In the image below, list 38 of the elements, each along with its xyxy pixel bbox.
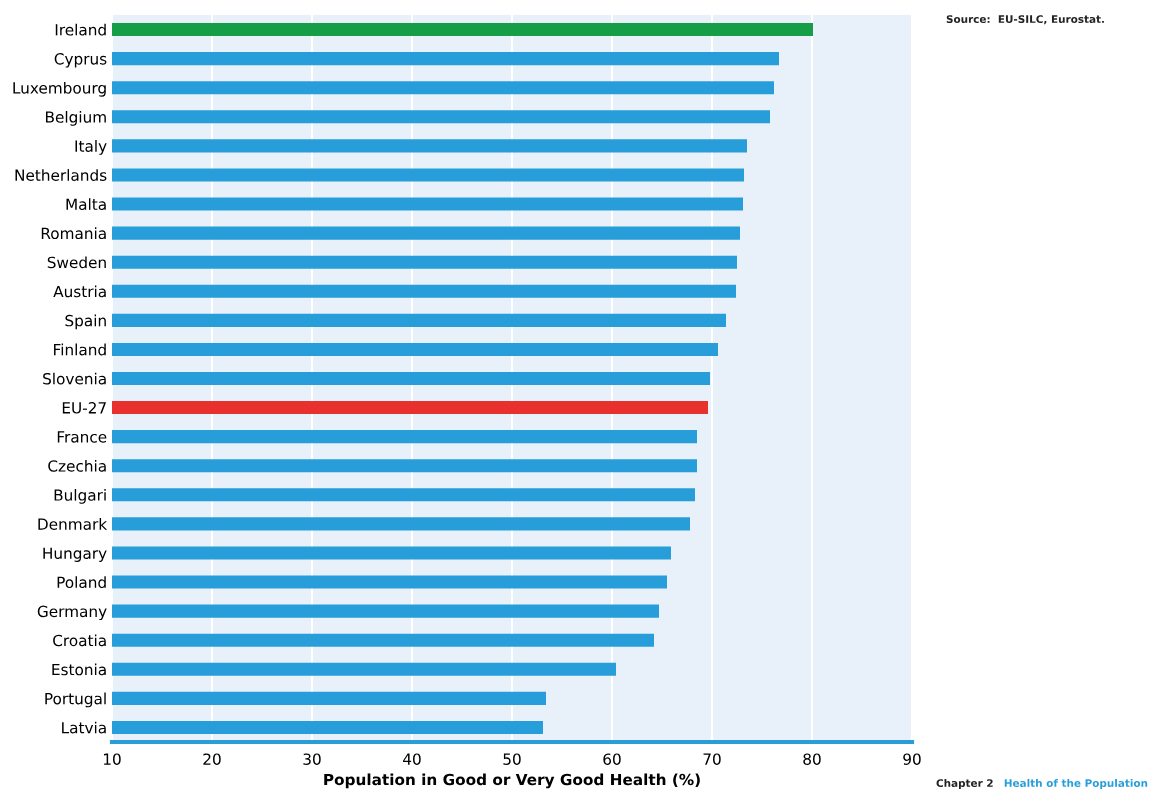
y-tick-label: Latvia: [62, 721, 106, 734]
x-tick-label: 70: [703, 753, 721, 765]
y-tick-label: Czechia: [48, 459, 106, 472]
text: Chapter 2: [936, 778, 993, 790]
source-note: Source: EU-SILC, Eurostat.: [946, 15, 1104, 25]
y-tick-label: Belgium: [46, 110, 106, 126]
y-tick-label: Hungary: [43, 547, 107, 562]
x-tick-label: 30: [303, 753, 321, 765]
y-tick-label: Estonia: [52, 663, 106, 676]
y-tick-label: Poland: [57, 576, 106, 589]
y-tick-label: Spain: [65, 314, 106, 330]
y-tick-label: Ireland: [55, 23, 106, 36]
y-tick-label: Croatia: [53, 634, 106, 647]
text: Health of the Population: [1004, 778, 1148, 790]
y-tick-label: France: [57, 431, 107, 443]
y-tick-label: Malta: [66, 198, 106, 211]
y-tick-label: Austria: [53, 285, 106, 298]
y-tick-label: Romania: [41, 227, 106, 240]
y-tick-label: Finland: [54, 343, 106, 356]
x-tick-label: 80: [803, 753, 821, 765]
y-tick-label: Luxembourg: [13, 81, 106, 97]
x-tick-label: 90: [903, 753, 921, 765]
y-tick-label: Germany: [37, 605, 107, 621]
y-tick-label: Portugal: [45, 692, 106, 708]
y-tick-label: Bulgari: [54, 489, 106, 504]
y-tick-label: Italy: [75, 140, 107, 155]
x-tick-label: 50: [503, 753, 521, 765]
x-tick-label: 40: [403, 753, 421, 765]
x-tick-label: 20: [203, 753, 221, 765]
x-tick-label: 60: [603, 753, 621, 765]
y-tick-label: Sweden: [47, 256, 106, 269]
y-tick-label: Netherlands: [15, 169, 107, 181]
x-tick-label: 10: [103, 753, 121, 765]
y-tick-label: Denmark: [38, 518, 108, 530]
x-axis-title: Population in Good or Very Good Health (%): [324, 773, 700, 789]
y-tick-label: Slovenia: [43, 372, 106, 385]
y-tick-label: EU-27: [62, 402, 106, 414]
y-tick-label: Cyprus: [54, 53, 107, 68]
